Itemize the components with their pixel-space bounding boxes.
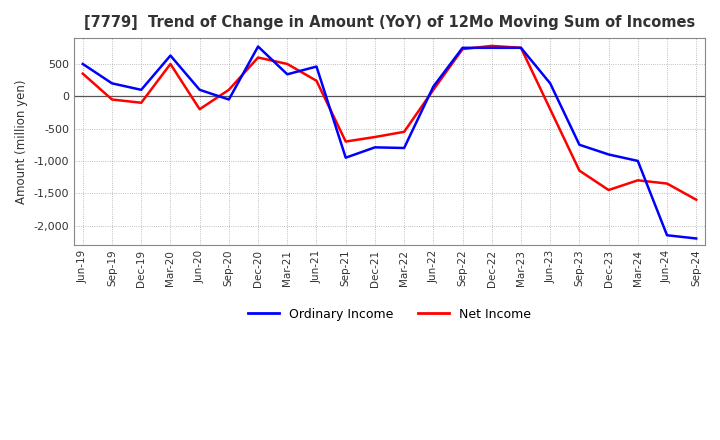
Net Income [429,87,438,92]
Line: Ordinary Income: Ordinary Income [83,47,696,238]
Y-axis label: Amount (million yen): Amount (million yen) [15,79,28,204]
Ordinary Income [78,61,87,66]
Net Income [604,187,613,193]
Ordinary Income [634,158,642,164]
Line: Net Income: Net Income [83,46,696,200]
Net Income [487,43,496,48]
Net Income [400,129,408,135]
Title: [7779]  Trend of Change in Amount (YoY) of 12Mo Moving Sum of Incomes: [7779] Trend of Change in Amount (YoY) o… [84,15,695,30]
Ordinary Income [458,45,467,51]
Ordinary Income [662,233,671,238]
Ordinary Income [546,81,554,86]
Ordinary Income [195,87,204,92]
Ordinary Income [166,53,175,58]
Ordinary Income [253,44,262,49]
Net Income [546,106,554,112]
Net Income [575,168,584,173]
Ordinary Income [108,81,117,86]
Net Income [137,100,145,106]
Ordinary Income [429,84,438,89]
Ordinary Income [312,64,321,69]
Ordinary Income [137,87,145,92]
Net Income [371,134,379,139]
Ordinary Income [604,152,613,157]
Net Income [341,139,350,144]
Net Income [195,106,204,112]
Legend: Ordinary Income, Net Income: Ordinary Income, Net Income [243,303,536,326]
Net Income [634,178,642,183]
Ordinary Income [371,145,379,150]
Ordinary Income [487,45,496,51]
Net Income [312,78,321,84]
Ordinary Income [283,72,292,77]
Ordinary Income [692,236,701,241]
Net Income [78,71,87,76]
Net Income [517,45,526,51]
Net Income [108,97,117,102]
Ordinary Income [575,142,584,147]
Net Income [662,181,671,186]
Net Income [166,61,175,66]
Ordinary Income [341,155,350,160]
Ordinary Income [225,97,233,102]
Net Income [253,55,262,60]
Net Income [692,197,701,202]
Net Income [283,61,292,66]
Ordinary Income [400,145,408,150]
Ordinary Income [517,45,526,51]
Net Income [458,47,467,52]
Net Income [225,87,233,92]
